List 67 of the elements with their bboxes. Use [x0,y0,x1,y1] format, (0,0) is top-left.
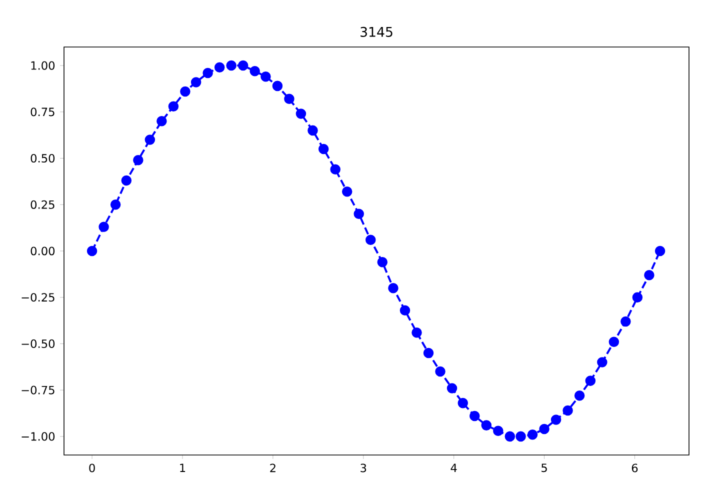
x-tick-label: 3 [360,464,366,472]
point [168,101,179,112]
point [539,424,550,434]
y-tick-label: 0.50 [30,154,55,163]
point [226,60,236,71]
point [493,426,504,436]
point [550,414,562,425]
point [272,80,283,92]
point [250,66,260,76]
y-tick-label: 0.25 [30,200,54,209]
point [133,154,144,166]
point [585,376,596,386]
point [98,222,109,232]
point [504,431,516,442]
y-tick-label: 1.00 [31,61,55,70]
point [527,429,538,440]
chart-title: 3145 [360,26,392,37]
point [597,357,608,368]
point [202,68,213,78]
x-tick-label: 5 [542,464,547,472]
point [516,431,526,442]
y-tick-label: 0.75 [30,108,54,116]
point [654,246,666,256]
point [238,60,248,71]
y-tick-label: −0.25 [22,293,54,302]
point [562,405,573,416]
point [470,410,480,422]
point [423,348,434,358]
point [400,305,410,316]
point [86,246,98,256]
x-tick-label: 4 [450,464,457,472]
point [632,292,643,302]
point [110,199,121,210]
point [144,134,156,145]
x-tick-label: 2 [270,464,276,472]
point [190,77,202,88]
point [377,256,388,268]
point [481,420,492,430]
point [446,383,458,394]
point [412,327,422,338]
point [284,94,294,104]
point [354,208,364,220]
point [342,186,352,197]
point [620,316,631,327]
point [608,336,620,347]
point [308,125,318,136]
y-tick-label: 0.00 [30,246,55,256]
point [330,164,340,175]
point [180,86,190,97]
x-tick-label: 0 [89,464,95,472]
point [365,234,376,245]
y-tick-label: −0.50 [22,339,55,348]
point [458,398,468,408]
point [156,116,167,126]
x-tick-label: 1 [180,464,186,472]
point [260,72,271,82]
point [644,270,654,280]
point [574,390,585,401]
point [214,62,225,73]
y-tick-label: −0.75 [22,386,54,394]
x-tick-label: 6 [632,464,638,472]
point [388,282,398,294]
point [435,366,446,377]
y-tick-label: −1.00 [22,432,55,441]
point [296,108,306,119]
point [121,175,132,186]
point [318,144,329,154]
